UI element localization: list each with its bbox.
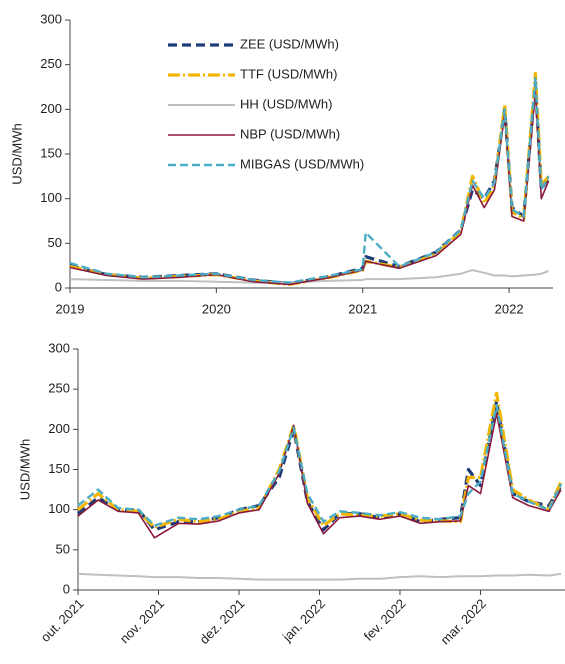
y-tick-label: 200: [40, 101, 62, 116]
x-tick-label: dez. 2021: [197, 596, 248, 647]
y-tick-label: 50: [56, 541, 70, 556]
legend-label: ZEE (USD/MWh): [240, 36, 339, 51]
x-tick-label: 2022: [495, 301, 524, 316]
x-tick-label: 2021: [348, 301, 377, 316]
y-axis-label: USD/MWh: [17, 439, 32, 500]
y-tick-label: 0: [63, 581, 70, 596]
legend-label: MIBGAS (USD/MWh): [240, 156, 364, 171]
y-tick-label: 100: [48, 501, 70, 516]
series-line: [76, 399, 563, 532]
x-tick-label: 2019: [56, 301, 85, 316]
series-line: [77, 572, 562, 581]
x-tick-label: 2020: [202, 301, 231, 316]
y-tick-label: 0: [55, 279, 62, 294]
y-tick-label: 50: [48, 235, 62, 250]
y-axis-label: USD/MWh: [9, 123, 24, 184]
x-tick-label: fev. 2022: [361, 596, 409, 644]
y-tick-label: 250: [40, 56, 62, 71]
series-line: [69, 90, 550, 286]
series-line: [77, 412, 562, 539]
series-line: [77, 404, 563, 527]
series-line: [69, 76, 550, 284]
x-tick-label: mar. 2022: [438, 596, 489, 647]
legend-label: NBP (USD/MWh): [240, 126, 340, 141]
legend-label: HH (USD/MWh): [240, 96, 332, 111]
y-tick-label: 300: [48, 340, 70, 355]
y-tick-label: 150: [48, 461, 70, 476]
y-tick-label: 300: [40, 11, 62, 26]
y-tick-label: 150: [40, 145, 62, 160]
y-tick-label: 250: [48, 381, 70, 396]
x-tick-label: nov. 2021: [117, 596, 167, 646]
x-tick-label: out. 2021: [38, 596, 87, 645]
legend-label: TTF (USD/MWh): [240, 66, 337, 81]
y-tick-label: 100: [40, 190, 62, 205]
series-line: [76, 391, 563, 529]
series-line: [69, 269, 549, 284]
y-tick-label: 200: [48, 421, 70, 436]
x-tick-label: jan. 2022: [279, 596, 328, 645]
